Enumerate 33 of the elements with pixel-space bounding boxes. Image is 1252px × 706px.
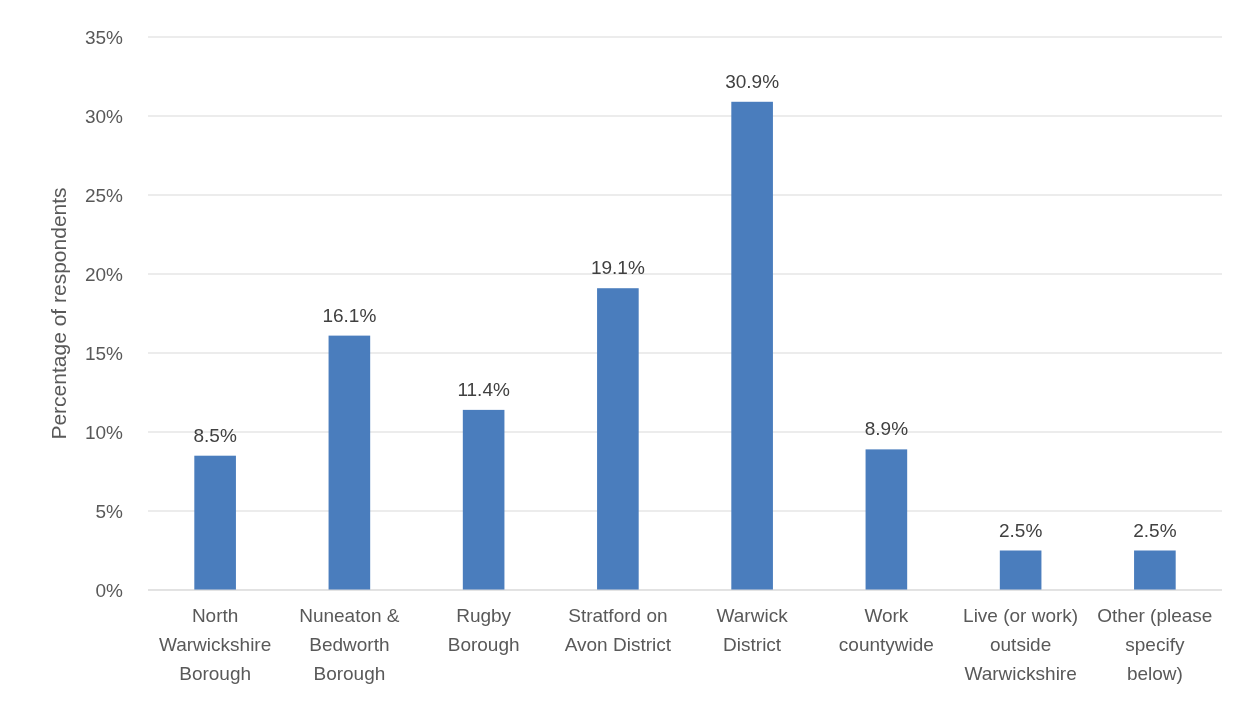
y-tick-label: 20%	[84, 263, 124, 285]
y-tick-label: 35%	[84, 26, 124, 48]
x-tick-label: Live (or work) outside Warwickshire	[963, 605, 1079, 684]
bar	[865, 449, 908, 590]
x-tick-label: Warwick District	[716, 605, 789, 655]
bar	[462, 409, 505, 590]
x-tick-label: Stratford on Avon District	[564, 605, 672, 655]
y-tick-label: 10%	[84, 421, 124, 443]
bar	[597, 288, 639, 590]
x-tick-label: Nuneaton & Bedworth Borough	[299, 605, 400, 684]
x-tick-label: North Warwickshire Borough	[159, 605, 272, 684]
y-axis-title: Percentage of respondents	[47, 187, 70, 440]
bar	[999, 550, 1042, 590]
y-tick-label: 25%	[84, 184, 124, 206]
data-label: 19.1%	[590, 257, 645, 279]
x-tick-label: Other (please specify below)	[1097, 605, 1213, 684]
y-tick-label: 15%	[84, 342, 124, 364]
data-label: 2.5%	[1133, 519, 1177, 541]
bar	[328, 335, 371, 590]
y-tick-label: 0%	[95, 579, 124, 601]
y-tick-label: 30%	[84, 105, 124, 127]
data-label: 2.5%	[998, 519, 1043, 541]
bar	[1134, 550, 1176, 590]
x-tick-label: Rugby Borough	[447, 605, 520, 655]
data-label: 30.9%	[725, 70, 780, 92]
y-tick-label: 5%	[95, 500, 124, 522]
data-label: 8.5%	[193, 424, 237, 446]
data-label: 16.1%	[322, 304, 377, 326]
bar	[194, 455, 236, 590]
data-label: 11.4%	[457, 378, 510, 400]
data-label: 8.9%	[864, 418, 909, 440]
x-tick-label: Work countywide	[838, 605, 934, 655]
bar	[731, 101, 773, 590]
